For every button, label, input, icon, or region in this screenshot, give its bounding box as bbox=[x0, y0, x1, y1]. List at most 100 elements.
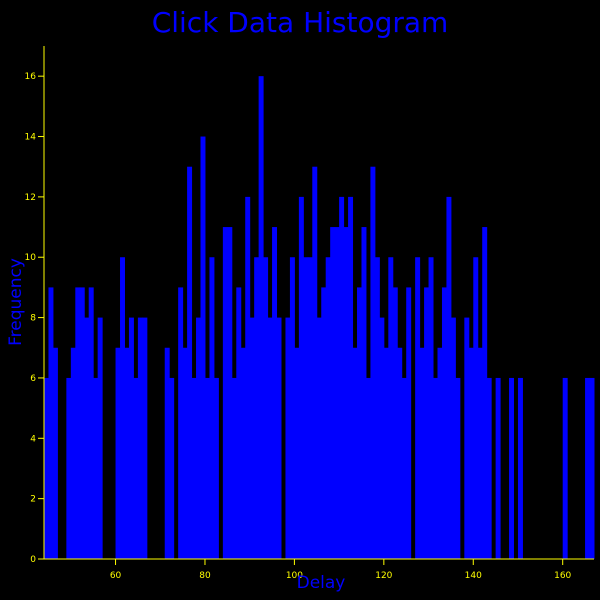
histogram-bar bbox=[254, 257, 260, 559]
histogram-bar bbox=[334, 227, 340, 559]
histogram-bar bbox=[267, 317, 273, 559]
histogram-bar bbox=[562, 377, 568, 559]
histogram-bar bbox=[285, 317, 291, 559]
histogram-bar bbox=[263, 257, 269, 559]
histogram-bar bbox=[66, 377, 72, 559]
histogram-bar bbox=[401, 377, 407, 559]
y-axis-label: Frequency bbox=[6, 258, 26, 346]
y-tick-label: 12 bbox=[25, 193, 36, 203]
histogram-bar bbox=[187, 166, 193, 559]
histogram-bar bbox=[124, 347, 130, 559]
histogram-bar bbox=[424, 287, 430, 559]
histogram-bar bbox=[164, 347, 170, 559]
histogram-bar bbox=[352, 347, 358, 559]
axes-group: 60 80 100 120 140 160 0 2 4 6 8 10 12 14 16 bbox=[25, 46, 594, 581]
histogram-bar bbox=[419, 347, 425, 559]
histogram-bar bbox=[52, 347, 58, 559]
y-tick-label: 4 bbox=[30, 434, 36, 444]
histogram-bar bbox=[450, 317, 456, 559]
histogram-bar bbox=[276, 317, 282, 559]
histogram-bar bbox=[325, 257, 331, 559]
x-tick-label: 100 bbox=[286, 571, 303, 581]
histogram-bar bbox=[379, 317, 385, 559]
x-tick-label: 120 bbox=[375, 571, 392, 581]
histogram-bar bbox=[97, 317, 103, 559]
x-tick-label: 140 bbox=[465, 571, 482, 581]
histogram-bar bbox=[482, 227, 488, 559]
y-tick-label: 2 bbox=[30, 495, 36, 505]
histogram-bar bbox=[441, 287, 447, 559]
histogram-bar bbox=[415, 257, 421, 559]
histogram-bar bbox=[509, 377, 515, 559]
histogram-bar bbox=[473, 257, 479, 559]
histogram-bar bbox=[249, 317, 255, 559]
histogram-bar bbox=[137, 317, 143, 559]
histogram-bar bbox=[44, 377, 49, 559]
histogram-bar bbox=[406, 287, 412, 559]
y-tick-label: 10 bbox=[25, 253, 37, 263]
histogram-bar bbox=[298, 196, 304, 559]
histogram-bar bbox=[245, 196, 251, 559]
histogram-bar bbox=[468, 347, 474, 559]
y-tick-label: 16 bbox=[25, 72, 37, 82]
histogram-bar bbox=[84, 317, 90, 559]
histogram-bar bbox=[589, 377, 595, 559]
histogram-bar bbox=[169, 377, 175, 559]
histogram-bar bbox=[585, 377, 591, 559]
histogram-bar bbox=[388, 257, 394, 559]
histogram-bar bbox=[312, 166, 318, 559]
histogram-bar bbox=[397, 347, 403, 559]
histogram-bar bbox=[240, 347, 246, 559]
histogram-bar bbox=[495, 377, 501, 559]
chart-title: Click Data Histogram bbox=[151, 6, 449, 39]
histogram-bar bbox=[428, 257, 434, 559]
bars-group bbox=[44, 76, 595, 560]
histogram-bar bbox=[182, 347, 188, 559]
histogram-bar bbox=[209, 257, 215, 559]
histogram-bar bbox=[79, 287, 85, 559]
histogram-bar bbox=[330, 227, 336, 559]
histogram-bar bbox=[178, 287, 184, 559]
histogram-bar bbox=[339, 196, 345, 559]
x-tick-label: 60 bbox=[110, 571, 122, 581]
histogram-bar bbox=[321, 287, 327, 559]
x-axis-label: Delay bbox=[296, 573, 346, 593]
histogram-bar bbox=[70, 347, 76, 559]
histogram-bar bbox=[348, 196, 354, 559]
histogram-bar bbox=[365, 377, 371, 559]
histogram-bar bbox=[133, 377, 139, 559]
histogram-bar bbox=[128, 317, 134, 559]
x-tick-label: 160 bbox=[554, 571, 571, 581]
histogram-bar bbox=[486, 377, 492, 559]
histogram-bar bbox=[236, 287, 242, 559]
histogram-bar bbox=[200, 136, 206, 559]
y-tick-label: 0 bbox=[30, 555, 36, 565]
histogram-bar bbox=[196, 317, 201, 559]
histogram-bar bbox=[88, 287, 94, 559]
histogram-bar bbox=[191, 377, 197, 559]
histogram-bar bbox=[294, 347, 300, 559]
histogram-bar bbox=[289, 257, 295, 559]
histogram-bar bbox=[446, 196, 452, 559]
histogram-bar bbox=[477, 347, 483, 559]
histogram-bar bbox=[213, 377, 219, 559]
histogram-bar bbox=[343, 227, 349, 559]
histogram-bar bbox=[433, 377, 438, 559]
histogram-bar bbox=[303, 257, 309, 559]
x-tick-label: 80 bbox=[199, 571, 211, 581]
histogram-bar bbox=[370, 166, 376, 559]
histogram-bar bbox=[258, 76, 264, 560]
histogram-bar bbox=[231, 377, 237, 559]
histogram-bar bbox=[437, 347, 443, 559]
histogram-bar bbox=[316, 317, 322, 559]
histogram-bar bbox=[357, 287, 362, 559]
histogram-bar bbox=[93, 377, 99, 559]
histogram-bar bbox=[383, 347, 389, 559]
histogram-bar bbox=[115, 347, 121, 559]
histogram-bar bbox=[361, 227, 367, 559]
histogram-bar bbox=[374, 257, 380, 559]
y-tick-label: 14 bbox=[25, 133, 37, 143]
histogram-bar bbox=[455, 377, 461, 559]
histogram-bar bbox=[120, 257, 125, 559]
